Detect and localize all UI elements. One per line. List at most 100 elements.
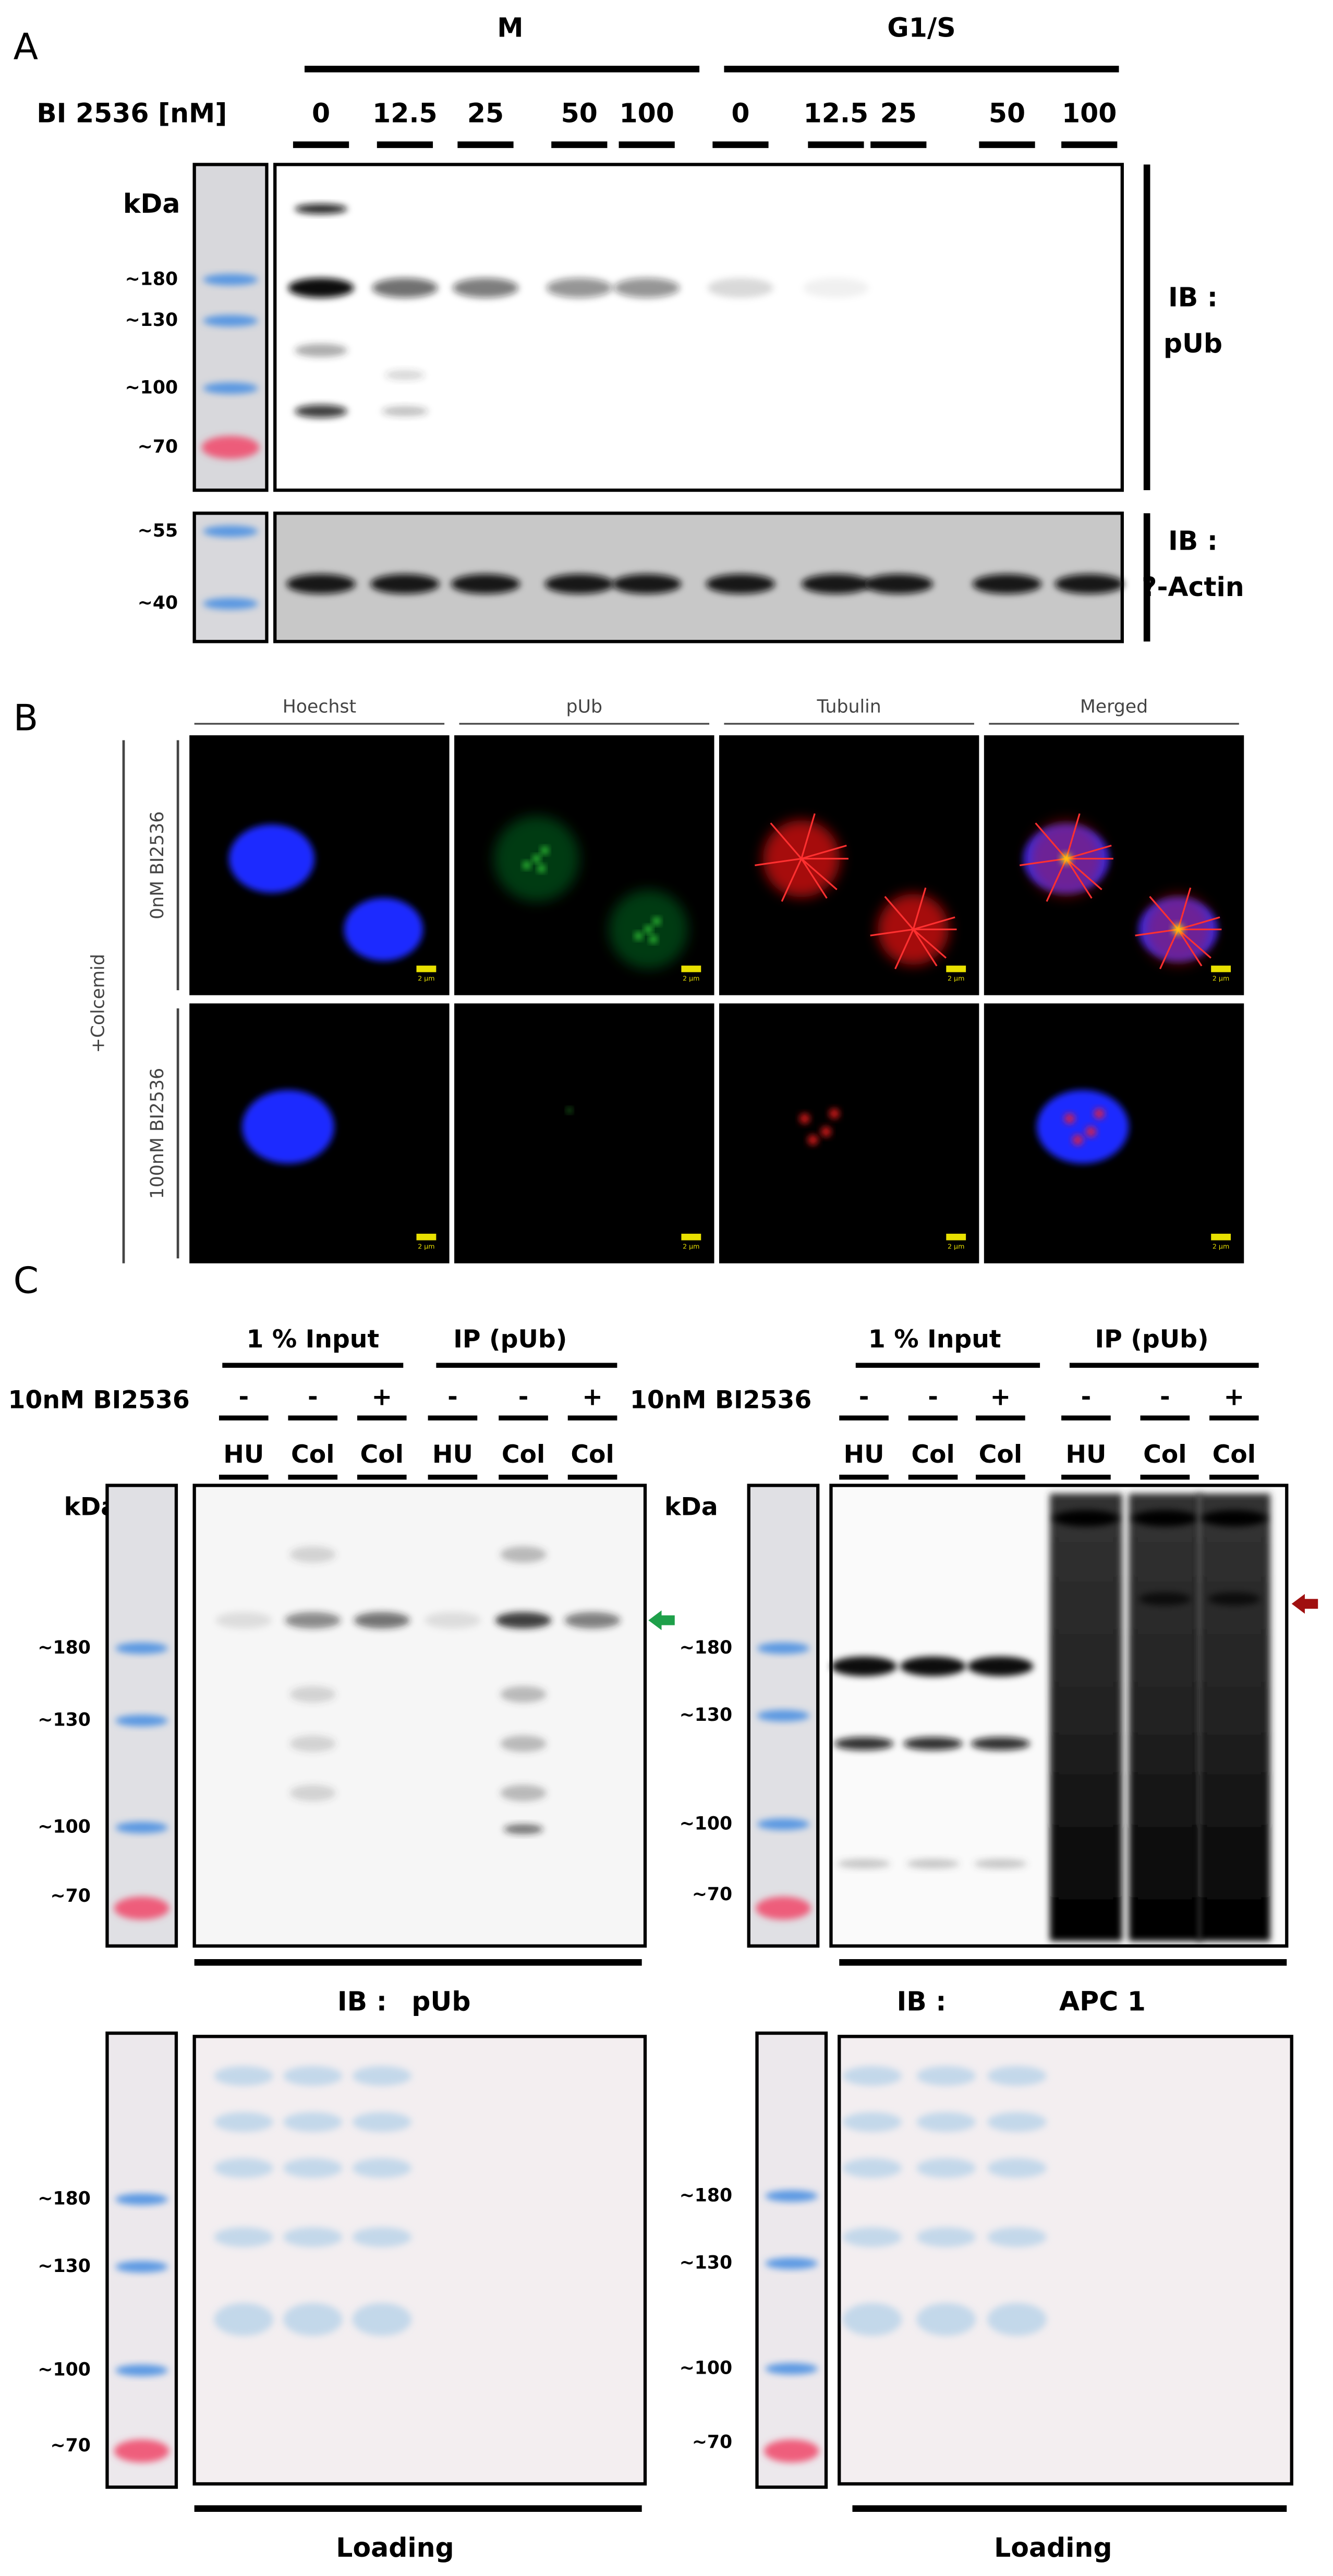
scale-bar <box>1211 965 1231 973</box>
marker-label: ~130 <box>680 1705 732 1726</box>
channel-label: Tubulin <box>817 696 881 717</box>
band <box>114 1897 169 1920</box>
lane-label: Col <box>360 1440 404 1469</box>
loading-label: Loading <box>336 2532 454 2563</box>
band <box>838 1858 891 1869</box>
blot <box>273 163 1124 492</box>
band <box>635 932 642 940</box>
band <box>842 2303 902 2336</box>
group-label: M <box>497 12 523 43</box>
band <box>289 1784 336 1802</box>
band <box>115 2364 168 2376</box>
band <box>1036 1090 1129 1164</box>
blot <box>192 2035 647 2486</box>
spindle <box>912 888 927 930</box>
kda-label: kDa <box>664 1493 718 1522</box>
scale-bar-label: 2 μm <box>683 974 699 982</box>
band <box>289 1735 336 1752</box>
band <box>203 274 258 286</box>
spindle <box>913 929 947 959</box>
band <box>1207 1592 1261 1606</box>
ib-target: APC 1 <box>1059 1986 1146 2017</box>
spindle <box>1178 929 1211 959</box>
scale-bar <box>416 965 437 973</box>
band <box>370 574 440 594</box>
sign-label: + <box>371 1382 392 1411</box>
group-label: IP (pUb) <box>453 1325 567 1354</box>
band <box>354 1612 410 1629</box>
band <box>289 1686 336 1703</box>
sign-label: - <box>238 1382 249 1411</box>
band <box>834 1737 894 1751</box>
lane-label: Col <box>571 1440 614 1469</box>
lane-label: HU <box>844 1440 884 1469</box>
band <box>500 1546 547 1563</box>
spindle <box>1177 888 1192 930</box>
scale-bar <box>681 965 701 973</box>
band <box>214 2227 274 2247</box>
band <box>286 574 356 594</box>
spindle <box>801 813 816 859</box>
spindle <box>770 822 802 859</box>
panel-label: A <box>14 27 38 68</box>
band <box>906 1858 960 1869</box>
band <box>452 278 519 298</box>
band <box>1053 1510 1119 1527</box>
lane-label: HU <box>223 1440 264 1469</box>
micrograph <box>189 735 450 995</box>
band <box>842 2227 902 2247</box>
spindle <box>1046 858 1067 902</box>
marker-label: ~130 <box>38 2256 90 2277</box>
band <box>612 574 682 594</box>
band <box>1173 924 1183 934</box>
band <box>1064 1113 1075 1124</box>
band <box>900 1656 966 1676</box>
scale-bar-label: 2 μm <box>948 974 964 982</box>
arrow <box>1291 1594 1318 1614</box>
band <box>451 574 520 594</box>
scale-bar-label: 2 μm <box>418 974 434 982</box>
spindle <box>1159 929 1179 969</box>
ib-label: IB : <box>1168 525 1218 556</box>
band <box>541 847 548 854</box>
band <box>987 2066 1047 2086</box>
marker-label: ~100 <box>680 2358 732 2379</box>
band <box>808 1135 818 1145</box>
band <box>115 1821 168 1833</box>
band <box>706 574 775 594</box>
lane-label: Col <box>502 1440 545 1469</box>
band <box>344 897 423 961</box>
band <box>352 2066 412 2086</box>
group-label: 1 % Input <box>868 1325 1001 1354</box>
dose-label: 25 <box>467 98 504 128</box>
marker-label: ~100 <box>38 2360 90 2380</box>
spindle <box>801 844 847 860</box>
band <box>283 2112 343 2132</box>
sign-label: + <box>582 1382 603 1411</box>
marker-label: ~130 <box>38 1710 90 1731</box>
band <box>801 574 871 594</box>
band <box>523 861 530 869</box>
band <box>533 855 540 862</box>
band <box>288 278 354 298</box>
band <box>203 382 258 394</box>
marker-label: ~70 <box>692 2432 732 2452</box>
sign-label: - <box>308 1382 318 1411</box>
band <box>546 278 612 298</box>
spindle <box>894 929 914 969</box>
band <box>538 865 545 872</box>
ip-smear <box>1050 1493 1122 1941</box>
channel-label: Merged <box>1080 696 1148 717</box>
band <box>967 1656 1034 1676</box>
micrograph <box>454 1003 714 1263</box>
band <box>757 1818 810 1830</box>
band <box>115 1642 168 1654</box>
scale-bar <box>416 1233 437 1241</box>
row-label: 0nM BI2536 <box>147 811 168 919</box>
band <box>295 204 348 214</box>
band <box>916 2158 976 2178</box>
band <box>829 1109 840 1119</box>
band <box>544 574 614 594</box>
spindle <box>1035 822 1067 859</box>
